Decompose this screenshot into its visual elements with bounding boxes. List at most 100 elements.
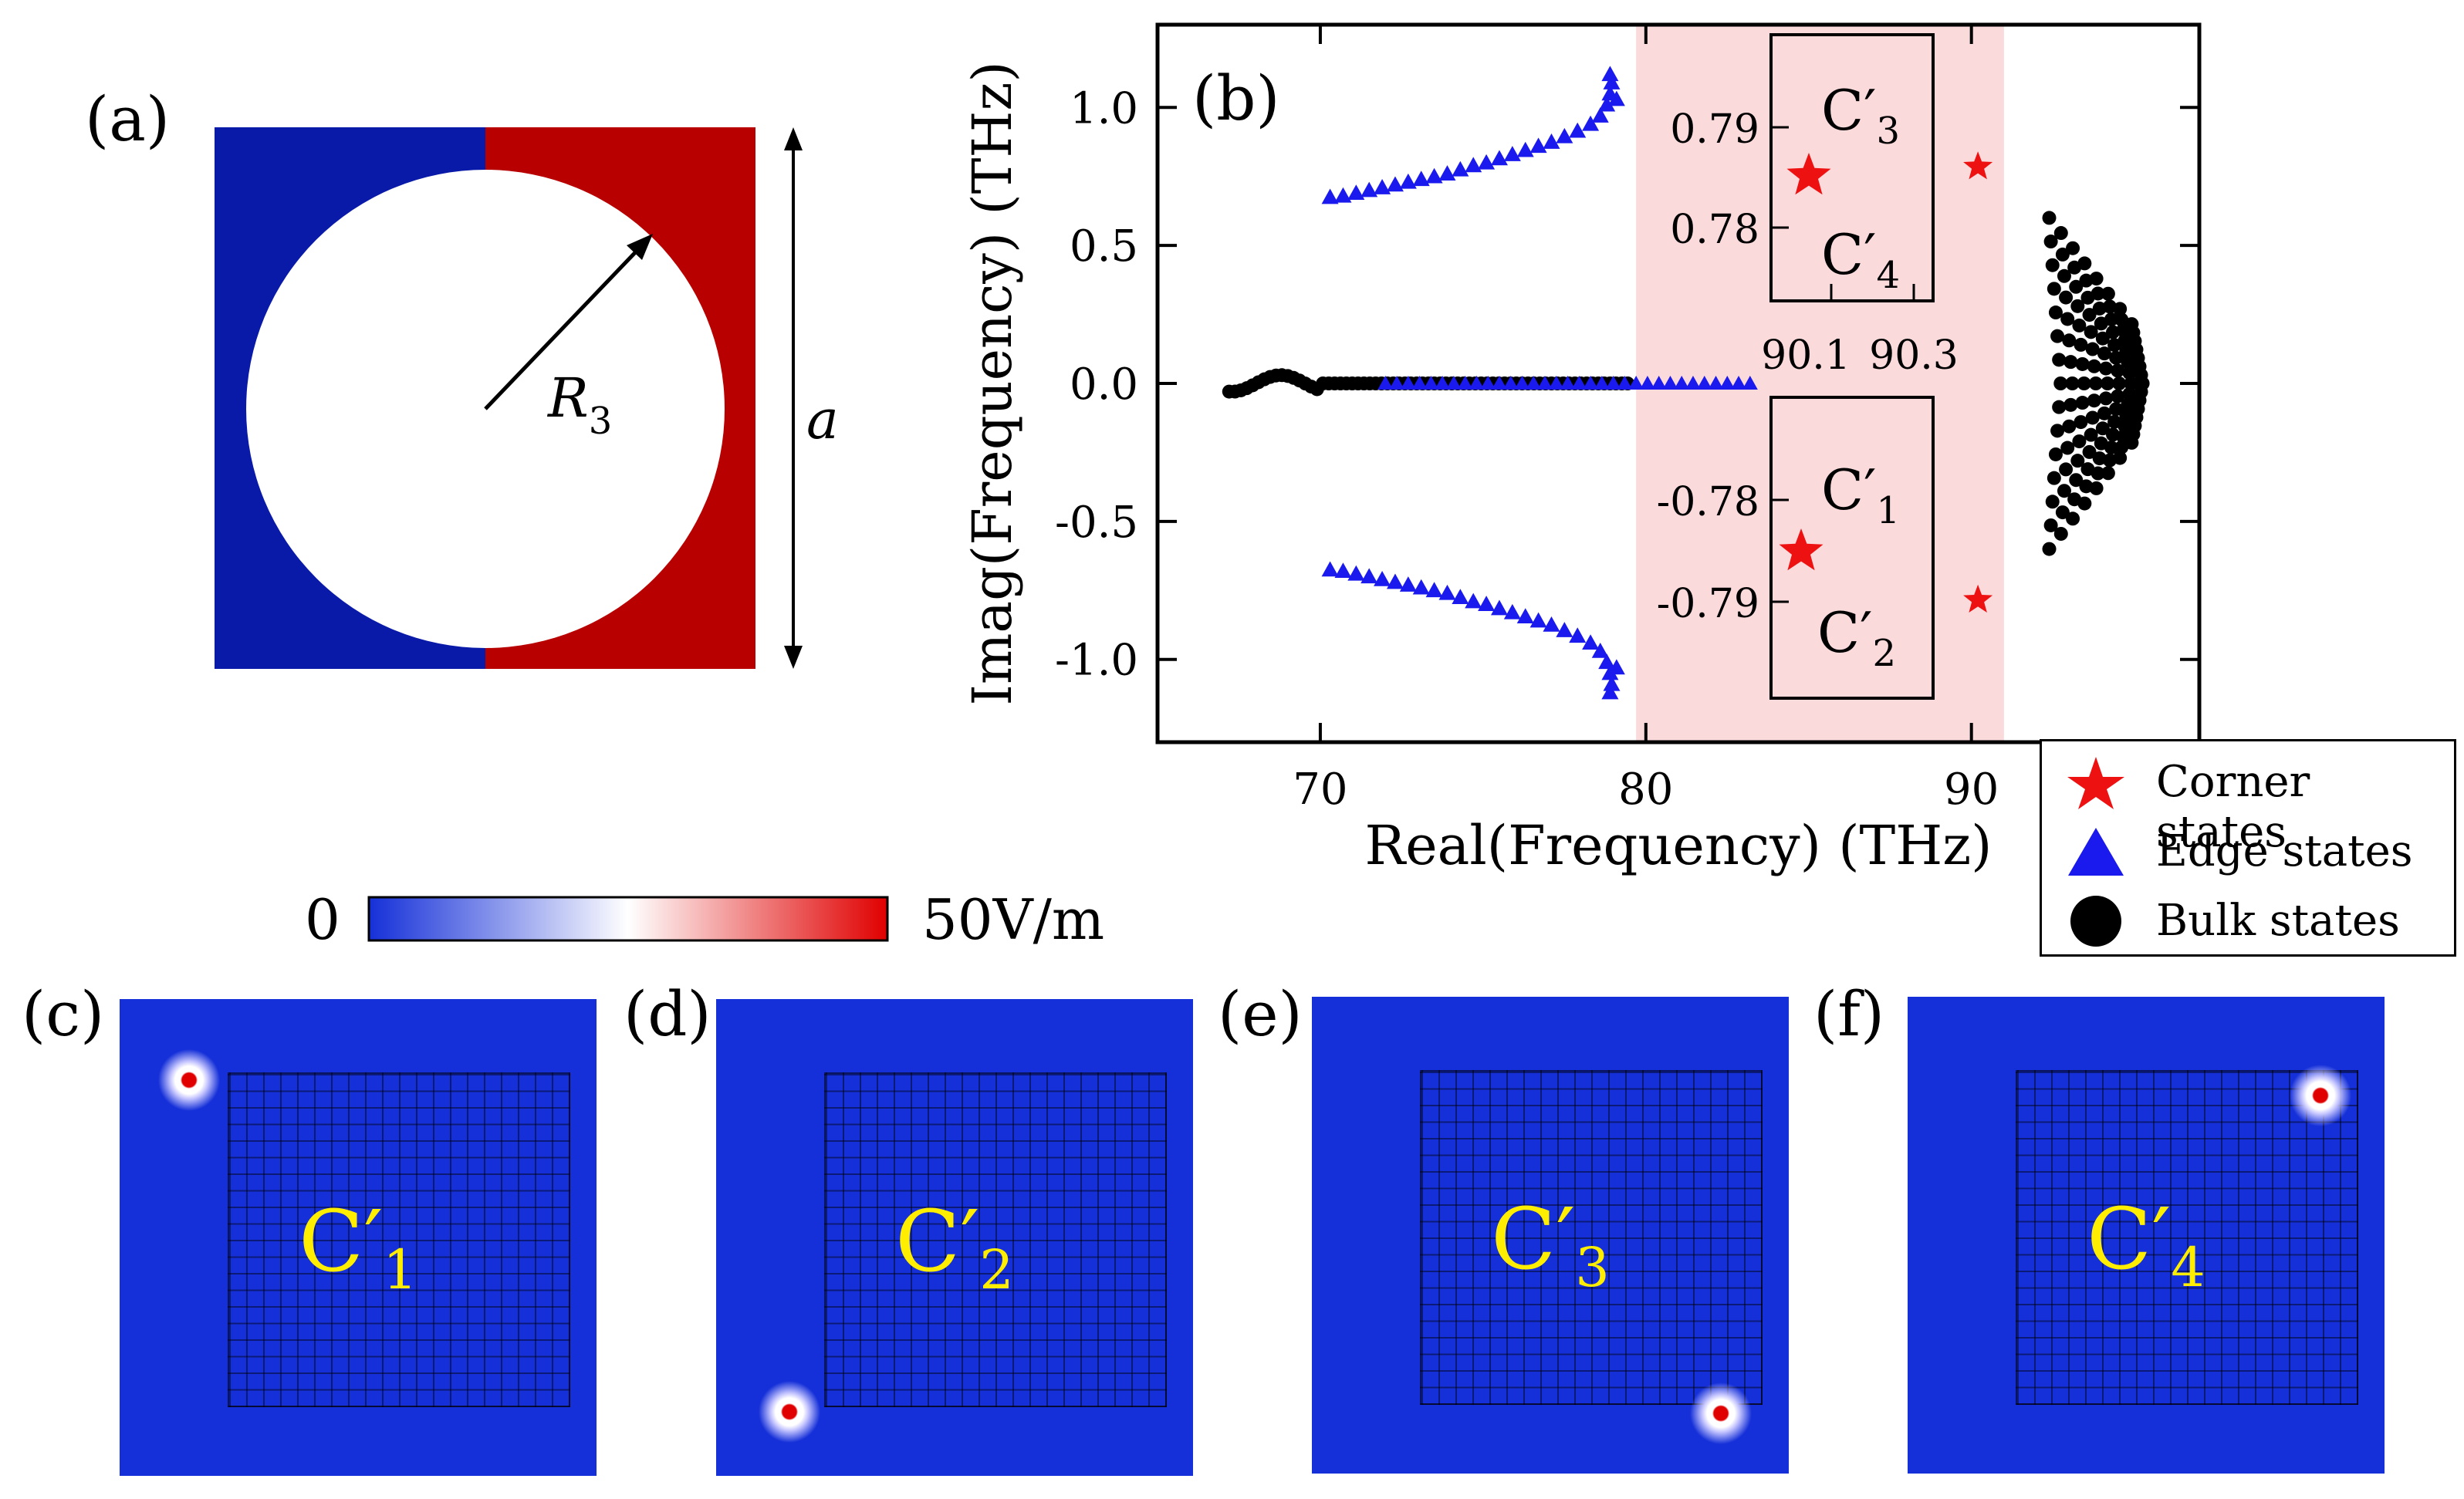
field-map-c1: C′1 [120, 999, 597, 1476]
radius-label-main: R [546, 366, 589, 430]
edge-state-point [1502, 376, 1519, 390]
bulk-state-point [2113, 451, 2128, 465]
corner-state-point [1963, 584, 1993, 613]
bulk-state-point [2084, 325, 2098, 339]
chart-legend: Corner states Edge states Bulk states [2040, 739, 2456, 957]
edge-state-point [1334, 562, 1352, 579]
legend-item-bulk: Bulk states [2042, 888, 2454, 950]
x-tick-label: 80 [1618, 765, 1673, 815]
edge-state-point [1617, 376, 1633, 390]
edge-state-point [1478, 596, 1496, 611]
panel-label-b: (b) [1192, 62, 1280, 134]
y-tick-label: 0.0 [1070, 360, 1138, 410]
edge-state-point [1603, 74, 1621, 89]
legend-item-corner: Corner states [2042, 749, 2454, 857]
bulk-state-point [2070, 454, 2085, 468]
y-tick-label: 0.5 [1070, 221, 1138, 272]
triangle-icon [2068, 828, 2124, 876]
edge-state-point [1386, 176, 1404, 192]
edge-state-point [1412, 579, 1430, 595]
edge-state-point [1360, 181, 1378, 198]
bulk-state-point [2043, 235, 2058, 249]
bulk-state-point [2074, 337, 2088, 352]
legend-item-edge: Edge states [2042, 819, 2454, 880]
corner-hotspot [158, 1049, 220, 1111]
y-tick-label: -1.0 [1055, 636, 1138, 686]
edge-state-point [1374, 179, 1391, 194]
edge-state-point [1548, 376, 1564, 390]
edge-state-point [1400, 376, 1416, 390]
bulk-state-point [2088, 376, 2103, 390]
radius-arrowhead [627, 234, 653, 260]
edge-state-point [1651, 376, 1667, 390]
edge-state-point [1685, 376, 1701, 390]
corner-hotspot [2290, 1065, 2351, 1126]
bulk-state-point [2095, 421, 2110, 436]
bulk-state-point [2062, 333, 2077, 348]
edge-state-point [1569, 122, 1587, 138]
shaded-region [1636, 25, 2004, 742]
bulk-state-point [2112, 376, 2127, 390]
bulk-state-point [2055, 247, 2070, 262]
inset-upper-label-c3: C′3 [1821, 78, 1900, 153]
bulk-state-point [2050, 424, 2065, 438]
bulk-state-point [2075, 356, 2090, 371]
edge-state-point [1423, 376, 1439, 390]
edge-state-point [1591, 642, 1609, 658]
edge-state-point [1399, 576, 1417, 592]
edge-state-point [1529, 612, 1547, 628]
bulk-state-point [2052, 353, 2067, 367]
bulk-state-point [2048, 447, 2063, 461]
edge-state-point [1321, 561, 1339, 577]
bulk-state-point [2042, 542, 2057, 556]
bulk-state-point [2063, 355, 2078, 370]
side-arrowhead-top [784, 127, 803, 150]
circle-icon [2070, 896, 2121, 947]
bulk-state-point [2084, 427, 2098, 442]
bulk-state-point [2060, 312, 2075, 326]
edge-state-point [1731, 376, 1747, 390]
edge-state-point [1560, 376, 1576, 390]
bulk-state-point [2118, 333, 2132, 348]
inset-upper-ytick-1: 0.78 [1670, 207, 1759, 253]
edge-state-point [1628, 376, 1644, 390]
edge-state-point [1607, 659, 1625, 675]
field-map-c2: C′2 [716, 999, 1193, 1476]
bulk-state-point [2062, 419, 2077, 434]
inset-lower: -0.78 -0.79 C′1 C′2 [1657, 396, 1935, 700]
edge-state-point [1516, 608, 1534, 624]
edge-state-point [1412, 170, 1430, 187]
eigenfrequency-chart: 70 80 90 1.0 0.5 0.0 -0.5 -1.0 Real(Frequency) … [961, 22, 2202, 877]
colorbar-min-label: 0 [305, 887, 340, 952]
bulk-state-point [2048, 306, 2063, 320]
edge-state-point [1556, 622, 1573, 637]
bulk-state-point [2066, 511, 2080, 526]
edge-state-point [1347, 184, 1365, 200]
bulk-state-point [2072, 434, 2087, 449]
bulk-state-point [2052, 400, 2067, 414]
bulk-state-point [2059, 290, 2074, 305]
edge-state-point [1452, 589, 1469, 605]
bulk-state-point [2109, 402, 2124, 417]
edge-state-point [1569, 627, 1587, 643]
bulk-state-point [2091, 286, 2105, 301]
edge-state-point [1607, 90, 1625, 106]
inset-lower-ytick-1: -0.79 [1657, 581, 1759, 627]
edge-state-point [1719, 376, 1736, 390]
edge-state-point [1334, 187, 1352, 203]
edge-state-point [1696, 376, 1712, 390]
bulk-state-point [2070, 299, 2085, 313]
inset-upper-label-c4: C′4 [1821, 222, 1900, 297]
lattice-grid [1420, 1070, 1763, 1405]
bulk-state-point [2042, 211, 2057, 225]
x-tick-label: 90 [1944, 765, 1999, 815]
colorbar [367, 896, 889, 942]
bulk-state-point [2057, 484, 2071, 498]
legend-label: Bulk states [2156, 896, 2400, 946]
bulk-state-point [2077, 376, 2091, 390]
edge-state-point [1556, 127, 1573, 143]
bulk-state-point [2089, 272, 2104, 286]
bulk-state-point [2124, 317, 2139, 332]
bulk-state-point [2098, 391, 2113, 406]
